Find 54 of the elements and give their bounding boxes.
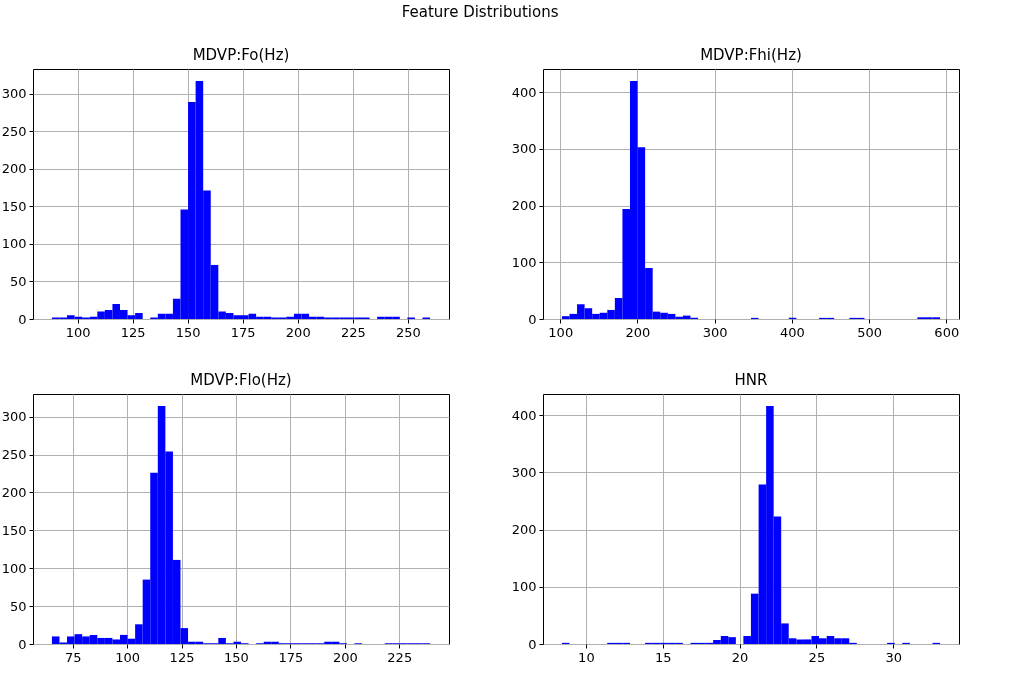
- chart-title: HNR: [734, 371, 768, 389]
- y-tick-label: 50: [9, 273, 27, 289]
- x-tick-label: 100: [548, 324, 574, 340]
- x-tick-label: 10: [578, 649, 595, 665]
- y-tick-label: 200: [511, 522, 537, 538]
- x-tick-label: 150: [224, 649, 249, 665]
- y-tick-label: 400: [511, 84, 537, 100]
- y-tick-label: 400: [511, 407, 537, 423]
- x-tick-label: 225: [387, 649, 413, 665]
- y-tick-label: 250: [1, 447, 27, 463]
- x-tick-label: 20: [731, 649, 749, 665]
- x-tick-label: 400: [779, 324, 805, 340]
- y-tick-label: 0: [528, 311, 537, 327]
- y-tick-label: 300: [1, 86, 27, 102]
- y-tick-label: 50: [9, 598, 27, 614]
- x-tick-label: 30: [885, 649, 902, 665]
- x-tick-label: 250: [395, 324, 421, 340]
- y-tick-label: 100: [511, 579, 537, 595]
- chart-title: MDVP:Fhi(Hz): [700, 46, 802, 64]
- y-tick-label: 100: [1, 236, 27, 252]
- x-tick-label: 150: [175, 324, 201, 340]
- x-tick-label: 600: [934, 324, 960, 340]
- x-tick-label: 125: [169, 649, 195, 665]
- x-tick-label: 175: [278, 649, 304, 665]
- y-tick-label: 200: [1, 484, 27, 500]
- y-tick-label: 150: [1, 522, 27, 538]
- chart-title: MDVP:Fo(Hz): [192, 46, 290, 64]
- y-tick-label: 300: [1, 409, 27, 425]
- x-tick-label: 300: [702, 324, 728, 340]
- x-tick-label: 100: [65, 324, 91, 340]
- y-tick-label: 100: [511, 254, 537, 270]
- x-tick-label: 15: [654, 649, 672, 665]
- x-tick-label: 75: [64, 649, 82, 665]
- y-tick-label: 200: [1, 161, 27, 177]
- y-tick-label: 200: [511, 198, 537, 214]
- y-tick-label: 100: [1, 560, 27, 576]
- chart-title: MDVP:Flo(Hz): [190, 371, 292, 389]
- x-tick-label: 100: [115, 649, 140, 665]
- y-tick-label: 0: [528, 636, 537, 652]
- x-tick-label: 200: [332, 649, 358, 665]
- x-tick-label: 175: [230, 324, 256, 340]
- x-tick-label: 225: [340, 324, 366, 340]
- x-tick-label: 25: [808, 649, 826, 665]
- y-tick-label: 0: [18, 636, 27, 652]
- x-tick-label: 200: [285, 324, 311, 340]
- x-tick-label: 500: [857, 324, 882, 340]
- x-tick-label: 200: [625, 324, 651, 340]
- x-tick-label: 125: [120, 324, 146, 340]
- y-tick-label: 300: [511, 141, 537, 157]
- y-tick-label: 300: [511, 464, 537, 480]
- y-tick-label: 250: [1, 123, 27, 139]
- y-tick-label: 150: [1, 198, 27, 214]
- y-tick-label: 0: [18, 311, 27, 327]
- text: Feature Distributions: [401, 2, 559, 21]
